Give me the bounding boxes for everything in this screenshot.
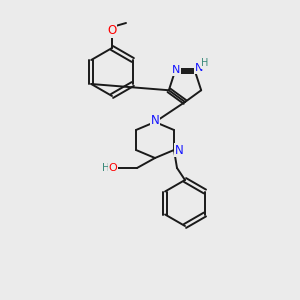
- Text: H: H: [201, 58, 209, 68]
- Text: N: N: [175, 143, 183, 157]
- Text: N: N: [195, 63, 203, 73]
- Text: O: O: [109, 163, 117, 173]
- Text: N: N: [172, 65, 180, 75]
- Text: H: H: [102, 163, 110, 173]
- Text: O: O: [107, 25, 117, 38]
- Text: N: N: [151, 115, 159, 128]
